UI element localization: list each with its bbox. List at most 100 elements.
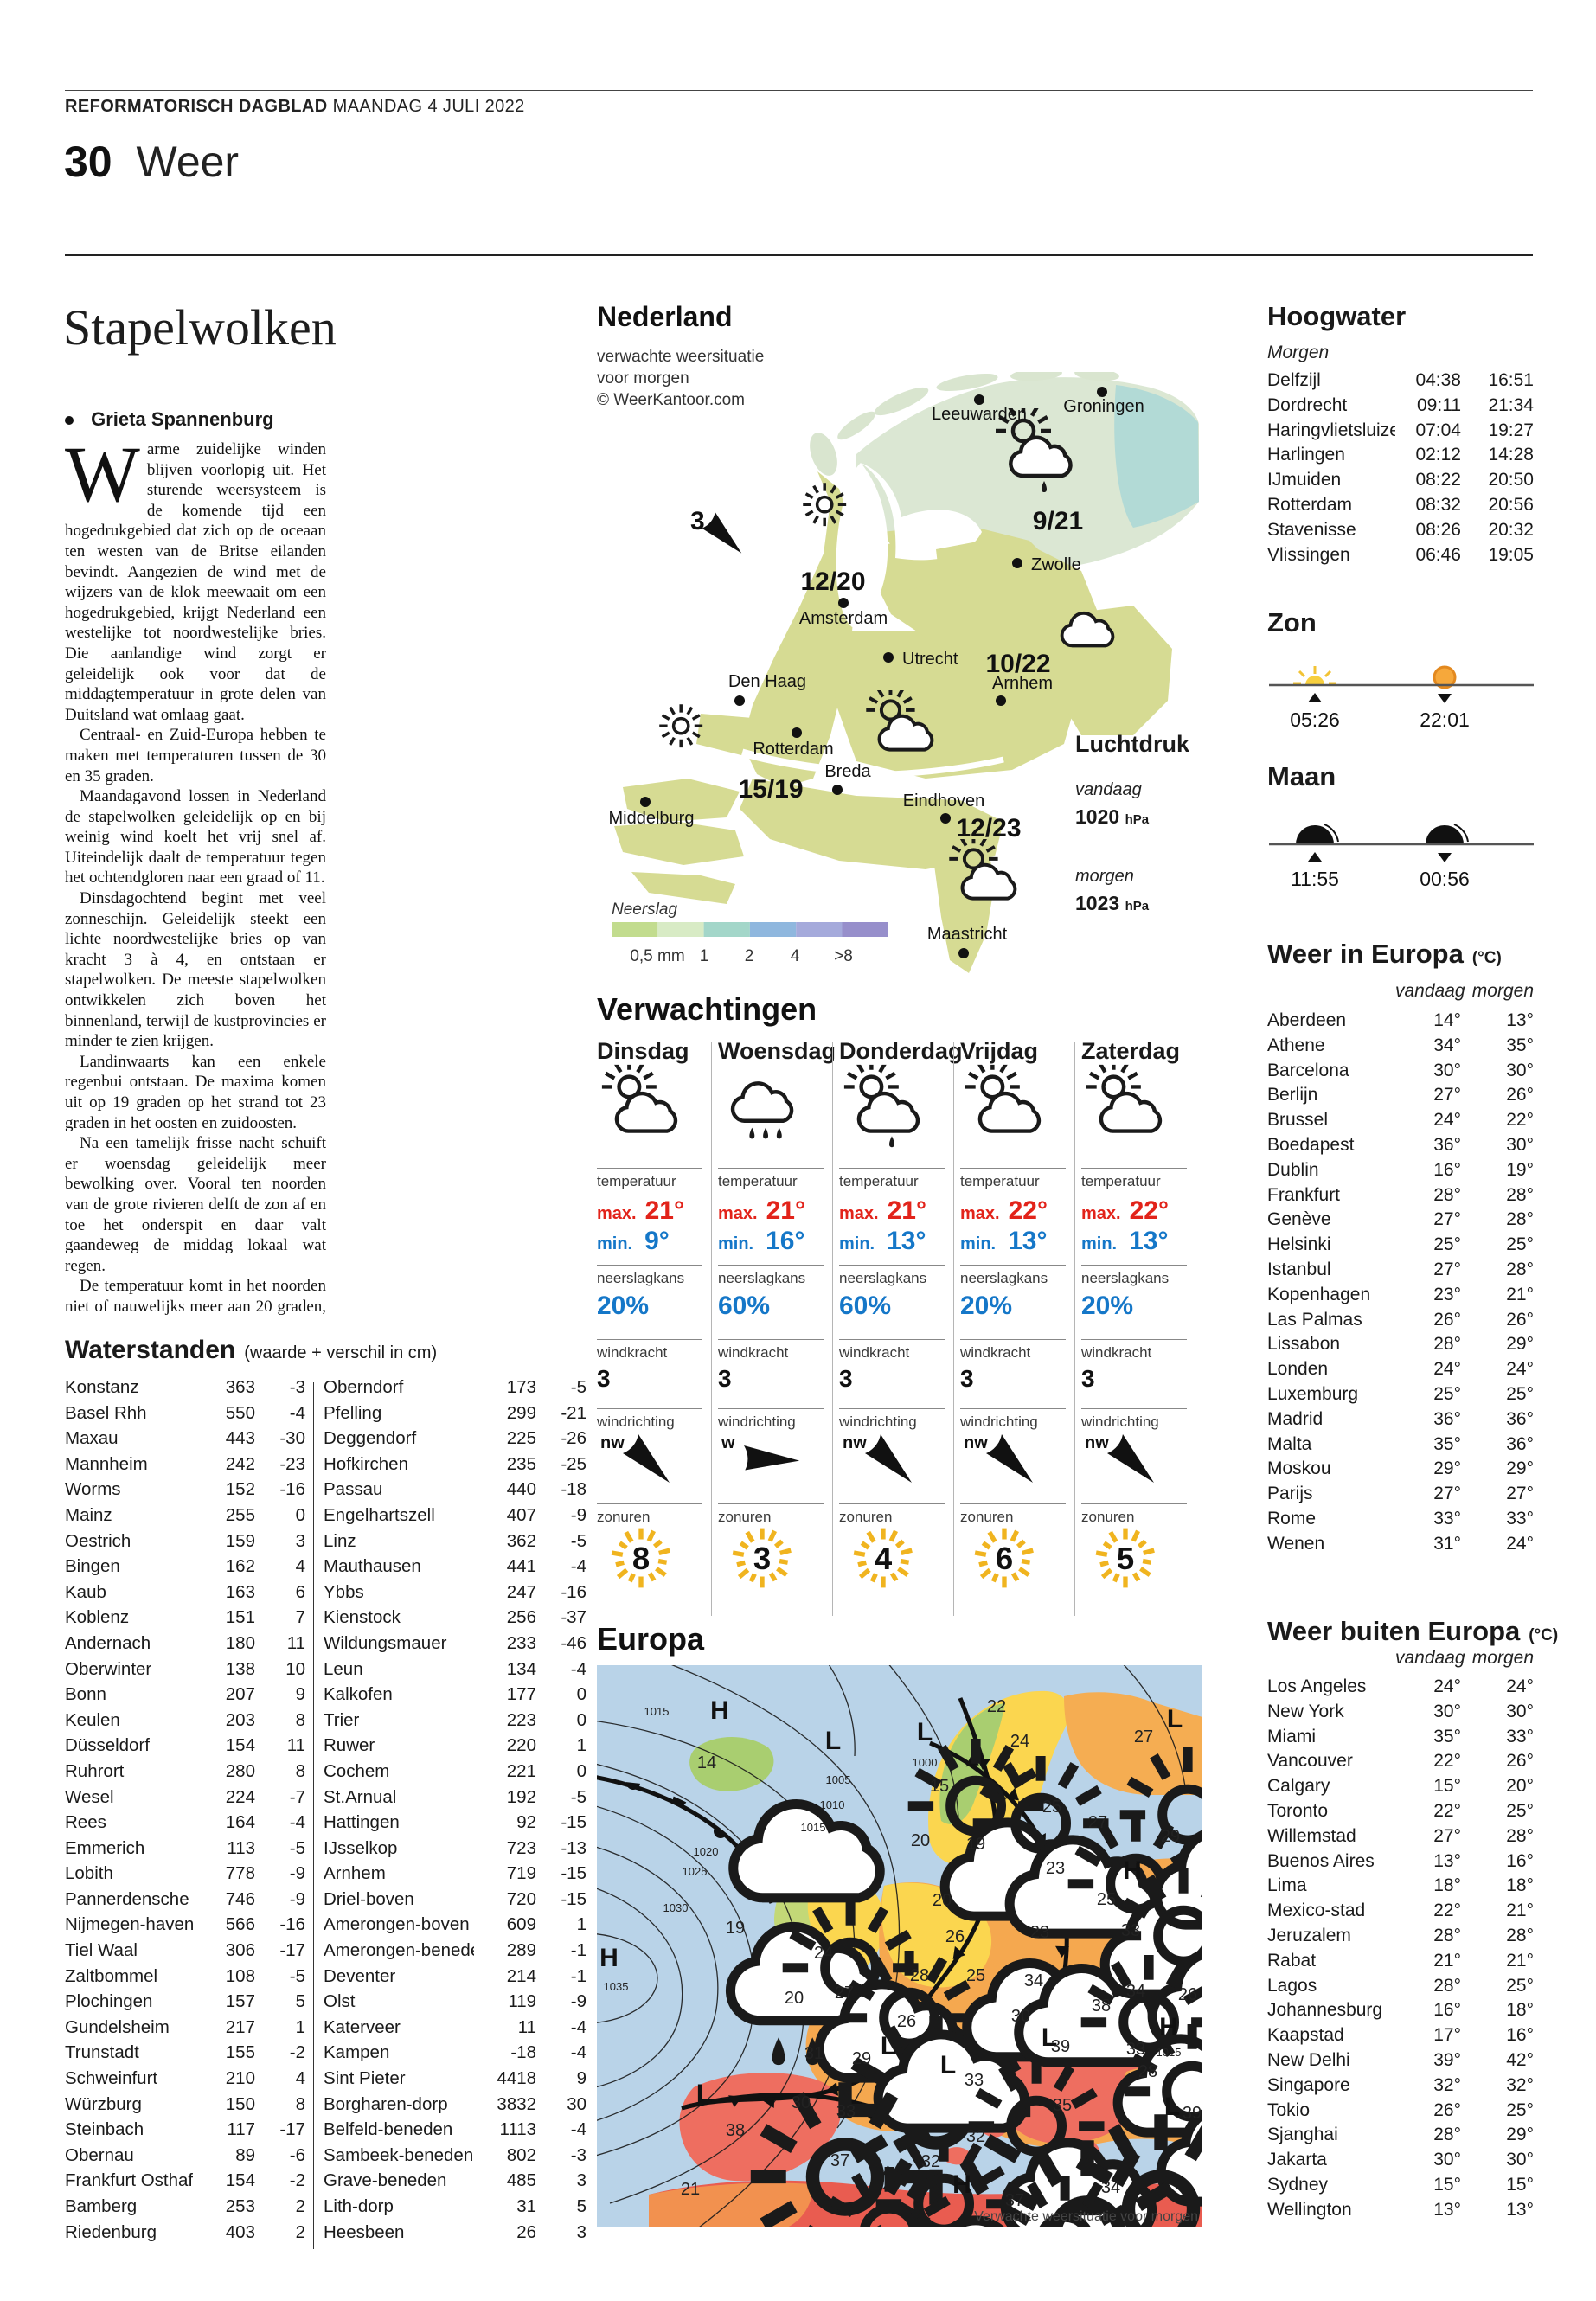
table-row: IJmuiden 08:22 20:50 (1267, 470, 1534, 490)
windrichting-arrow: w (721, 1426, 800, 1492)
table-row: Oberndorf 173 -5 (324, 1377, 586, 1397)
min-temp: min. 13° (960, 1227, 1048, 1255)
windkracht-label: windkracht (1081, 1339, 1187, 1362)
map-label: Zwolle (1031, 555, 1081, 574)
table-row: Rabat 21° 21° (1267, 1950, 1534, 1971)
table-row: New Delhi 39° 42° (1267, 2049, 1534, 2070)
table-row: Wildungsmauer 233 -46 (324, 1632, 586, 1653)
zonuren-sun-icon: 3 (725, 1521, 799, 1595)
map-label: Eindhoven (903, 792, 985, 811)
maan-graphic: 11:55 00:56 (1269, 824, 1534, 890)
table-row: Pannerdensche Kop746-9 (65, 1888, 305, 1909)
map-label: 33 (1126, 2040, 1145, 2059)
map-label: 25 (1042, 1798, 1061, 1817)
table-row: Ruhrort 280 8 (65, 1760, 305, 1781)
hoogwater-table: Delfzijl 04:38 16:51 Dordrecht 09:11 21:34 Har… (1267, 370, 1534, 569)
drop-cap: W (65, 439, 140, 518)
table-row: Passau 440 -18 (324, 1479, 586, 1500)
map-label: L (1167, 1705, 1183, 1734)
windrichting-arrow: nw (843, 1433, 912, 1483)
city-dot (792, 727, 802, 738)
table-row: Sjanghai 28° 29° (1267, 2125, 1534, 2145)
article-byline: Grieta Spannenburg (65, 408, 274, 431)
map-label: 1005 (826, 1773, 851, 1786)
windrichting-arrow: nw (964, 1433, 1033, 1483)
page-number: 30 (64, 138, 112, 186)
forecast-column-divider (1074, 1042, 1075, 1616)
windrichting-label: windrichting (1081, 1408, 1187, 1431)
forecast-day-name: Woensdag (718, 1038, 836, 1064)
moonset-time: 00:56 (1420, 868, 1470, 890)
table-row: Ybbs 247 -16 (324, 1581, 586, 1602)
map-label: L (881, 2032, 896, 2061)
legend-swatch (796, 922, 843, 937)
svg-text:0,5 mm: 0,5 mm (630, 947, 684, 965)
map-label: 26 (1178, 1985, 1197, 2004)
map-label: 32 (921, 2152, 940, 2171)
luchtdruk-heading: Luchtdruk (1075, 731, 1189, 757)
forecast-weather-icon (597, 1064, 699, 1150)
map-label: Leeuwarden (932, 405, 1027, 424)
table-row: Wesel 224 -7 (65, 1786, 305, 1807)
maan-heading: Maan (1267, 761, 1336, 792)
svg-text:nw: nw (964, 1433, 988, 1452)
sunrise-icon (1293, 666, 1336, 685)
forecast-weather-icon (839, 1064, 941, 1150)
table-row: Dublin 16° 19° (1267, 1159, 1534, 1180)
zon-graphic: 05:26 22:01 (1269, 665, 1534, 731)
map-label: 23 (1046, 1859, 1065, 1878)
windkracht-value: 3 (597, 1365, 611, 1392)
map-label: L (696, 2080, 712, 2108)
article-paragraph: Centraal- en Zuid-Europa hebben te maken… (65, 726, 326, 785)
map-label: 24 (814, 1944, 833, 1963)
city-dot (996, 695, 1006, 706)
europa-map: H L L L H H H L L L L L H 1015 1000 1005 1010 1015 1020 10… (597, 1665, 1202, 2227)
table-row: Kalkofen 177 0 (324, 1684, 586, 1705)
verwachtingen-heading: Verwachtingen (597, 991, 817, 1027)
table-row: Rees 164 -4 (65, 1812, 305, 1833)
map-label: 34 (1024, 1971, 1043, 1990)
table-row: Miami 35° 33° (1267, 1726, 1534, 1747)
windrichting-arrow: nw (1085, 1433, 1154, 1483)
table-row: Driel-boven 720 -15 (324, 1888, 586, 1909)
table-row: Gundelsheim 217 1 (65, 2016, 305, 2037)
map-label: 35 (1053, 2096, 1072, 2115)
max-temp: max. 21° (597, 1196, 684, 1225)
table-row: Cochem 221 0 (324, 1760, 586, 1781)
waterstanden-table-left: Konstanz 363 -3 Basel Rhh 550 -4 Maxau 443 -30 Ma… (65, 1377, 305, 2247)
table-row: Istanbul 27° 28° (1267, 1259, 1534, 1279)
table-row: Buenos Aires 13° 16° (1267, 1850, 1534, 1871)
map-label: 26 (897, 2012, 916, 2031)
map-label: 25 (1097, 1890, 1116, 1909)
forecast-day-column: Dinsdag temperatuur max. 21° min. 9° neers… (597, 1038, 711, 1618)
table-row: Kienstock 256 -37 (324, 1607, 586, 1628)
city-dot (958, 948, 969, 958)
svg-text:4: 4 (791, 947, 800, 965)
table-row: Wenen 31° 24° (1267, 1533, 1534, 1554)
windrichting-label: windrichting (839, 1408, 945, 1431)
map-label: 1010 (820, 1798, 845, 1811)
zonuren-label: zonuren (718, 1503, 824, 1526)
nederland-subtitle: verwachte weersituatie voor morgen © Wee… (597, 348, 765, 409)
map-label: 12/20 (800, 567, 865, 596)
article-paragraph: De temperatuur komt in het noorden niet … (65, 1277, 326, 1315)
windkracht-label: windkracht (718, 1339, 824, 1362)
table-row: Parijs 27° 27° (1267, 1484, 1534, 1504)
table-row: Worms 152 -16 (65, 1479, 305, 1500)
map-label: 1015 (644, 1705, 670, 1718)
map-label: L (940, 2051, 956, 2080)
map-label: 25 (966, 1966, 985, 1985)
map-label: 10/22 (985, 650, 1050, 678)
moonrise-arrow-icon (1308, 852, 1322, 862)
table-row: Lobith 778 -9 (65, 1863, 305, 1884)
temperatuur-label: temperatuur (597, 1168, 702, 1190)
forecast-weather-icon (718, 1064, 820, 1150)
map-label: 28 (910, 1966, 929, 1985)
legend-swatch (749, 922, 797, 937)
table-row: Rome 33° 33° (1267, 1508, 1534, 1529)
svg-text:nw: nw (1085, 1433, 1109, 1452)
table-row: Johannesburg 16° 18° (1267, 2000, 1534, 2021)
map-label: 39 (1183, 2104, 1202, 2123)
